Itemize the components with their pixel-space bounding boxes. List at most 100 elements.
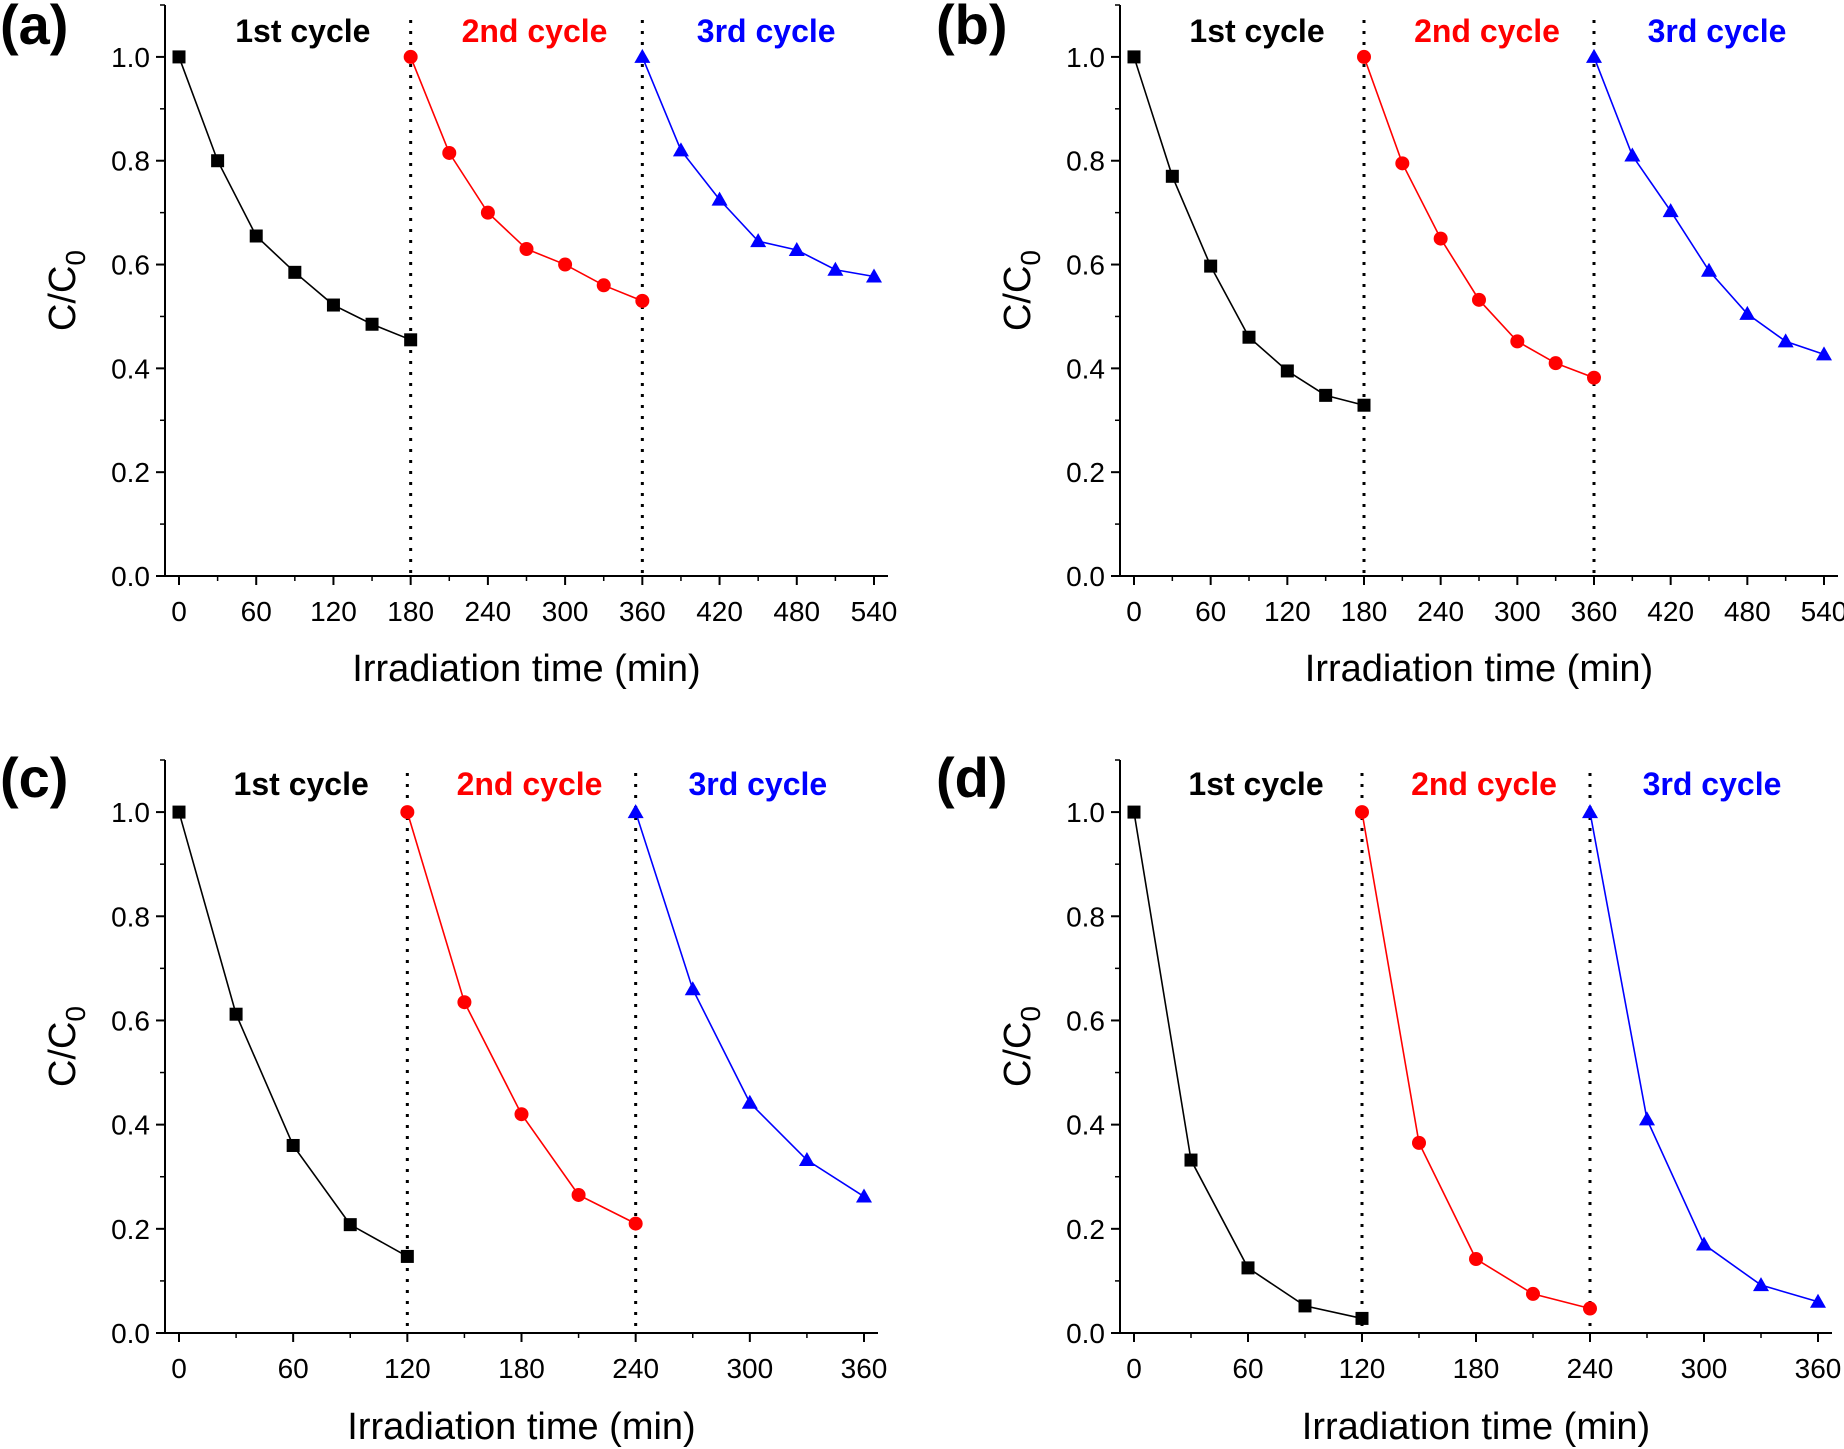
x-tick-label: 300 [1494,596,1541,627]
data-point [558,257,573,272]
data-point [1753,1277,1769,1292]
cycle-label: 2nd cycle [1411,766,1557,802]
cycle-label: 3rd cycle [697,13,836,49]
data-point [1242,330,1256,344]
y-axis-label-main: C/C [997,1022,1039,1087]
x-tick-label: 60 [241,596,272,627]
data-point [711,191,728,206]
y-tick-label: 0.4 [111,1110,150,1141]
series-line [409,56,643,302]
series-line [1133,811,1363,1320]
x-tick-label: 0 [1126,596,1142,627]
cycle-label: 2nd cycle [462,13,608,49]
y-axis-label: C/C0 [42,250,91,331]
data-point [1165,169,1179,183]
x-tick-label: 120 [384,1353,431,1384]
x-axis-label: Irradiation time (min) [1302,1406,1650,1448]
y-tick-label: 0.8 [111,146,150,177]
data-point [403,49,418,64]
data-point [684,981,701,996]
series-line [178,56,411,341]
data-point [326,298,340,312]
x-tick-label: 240 [465,596,512,627]
panel-b-letter: (b) [936,0,1008,56]
y-tick-label: 0.0 [1066,561,1105,592]
cycle-label: 1st cycle [1189,13,1324,49]
x-tick-label: 360 [619,596,666,627]
x-tick-label: 540 [851,596,898,627]
x-tick-label: 0 [171,596,187,627]
x-tick-label: 0 [1126,1353,1142,1384]
data-point [571,1187,586,1202]
x-tick-label: 120 [1339,1353,1386,1384]
data-point [827,261,844,276]
y-axis-label-subscript: 0 [60,1006,91,1022]
panel-a: (a) 0 60 120 180 240 300 360 420 480 540 0.0 0.2 0.4… [0,0,897,690]
cycle-label: 3rd cycle [688,766,827,802]
y-axis-label: C/C0 [997,1006,1046,1087]
y-axis-label-main: C/C [997,266,1039,331]
x-tick-label: 60 [278,1353,309,1384]
data-point [1355,1311,1369,1325]
panel-c-letter: (c) [0,746,68,809]
data-point [1526,1286,1540,1301]
x-tick-label: 180 [1341,596,1388,627]
y-tick-label: 0.6 [111,250,150,281]
data-point [229,1007,243,1021]
series-line [406,811,637,1225]
y-tick-label: 0.2 [111,457,150,488]
data-point [1469,1252,1483,1267]
x-tick-label: 180 [498,1353,545,1384]
x-tick-label: 240 [612,1353,659,1384]
data-point [1472,292,1486,307]
data-point [1280,364,1294,378]
y-tick-label: 0.4 [1066,353,1105,384]
data-point [1319,388,1333,402]
data-point [1127,805,1141,819]
y-tick-label: 0.0 [1066,1318,1105,1349]
y-tick-label: 1.0 [111,42,150,73]
data-point [404,333,418,347]
y-axis-label: C/C0 [997,250,1046,331]
x-tick-label: 360 [1795,1353,1842,1384]
data-point [627,804,644,819]
y-axis-label: C/C0 [42,1006,91,1087]
cycle-label: 2nd cycle [457,766,603,802]
data-point [400,805,415,820]
panel-a-letter: (a) [0,0,68,56]
y-tick-label: 1.0 [1066,797,1105,828]
y-tick-label: 1.0 [1066,42,1105,73]
series-line [634,811,865,1198]
panel-d: (d) 0 60 120 180 240 300 360 0.0 0.2 0.4 0.6 0.8 1.0… [936,746,1841,1448]
data-point [365,317,379,331]
data-point [1701,262,1717,277]
data-point [1298,1299,1312,1313]
data-point [1355,805,1369,820]
cycle-label: 3rd cycle [1643,766,1782,802]
x-tick-label: 120 [310,596,357,627]
panel-c: (c) 0 60 120 180 240 300 360 0.0 0.2 0.4 0.6 0.8 1.0… [0,746,887,1448]
data-point [1777,333,1794,348]
x-tick-label: 0 [171,1353,187,1384]
y-tick-label: 0.2 [1066,1214,1105,1245]
data-point [400,1249,414,1263]
y-tick-label: 0.2 [1066,457,1105,488]
x-tick-label: 540 [1801,596,1844,627]
x-tick-label: 300 [542,596,589,627]
cycle-label: 1st cycle [234,766,369,802]
data-point [1548,356,1563,371]
data-point [172,50,186,64]
x-tick-label: 60 [1195,596,1226,627]
data-point [442,145,457,160]
data-point [286,1138,300,1152]
y-tick-label: 0.6 [111,1005,150,1036]
y-axis-label-main: C/C [42,266,84,331]
data-point [798,1152,815,1167]
data-point [249,229,263,243]
data-point [1357,398,1371,412]
data-point [1412,1135,1426,1150]
x-tick-label: 180 [387,596,434,627]
data-point [1639,1111,1655,1126]
x-tick-label: 300 [726,1353,773,1384]
